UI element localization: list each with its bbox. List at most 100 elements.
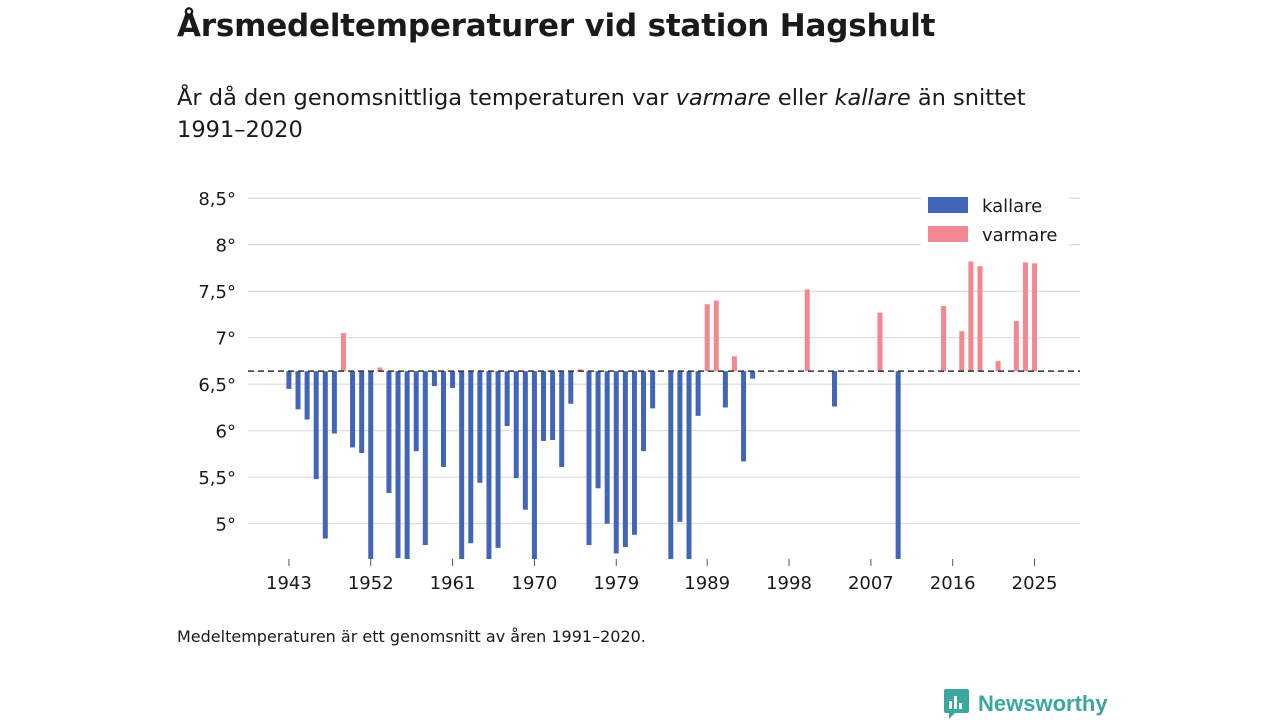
y-tick-label: 6° xyxy=(216,422,236,443)
subtitle-text-3: än snittet 1991–2020 xyxy=(177,85,1026,143)
bar-1981 xyxy=(631,371,637,535)
x-tick-label: 1961 xyxy=(430,573,476,594)
bar-1970 xyxy=(531,371,537,559)
bar-1947 xyxy=(322,371,328,539)
bar-1976 xyxy=(586,371,592,546)
bar-1960 xyxy=(440,371,446,467)
bar-2008 xyxy=(877,312,883,372)
y-axis-ticks: 5° 5,5° 6° 6,5° 7° 7,5° 8° 8,5° xyxy=(198,189,236,535)
y-tick-label: 7,5° xyxy=(198,282,236,303)
bar-1948 xyxy=(331,371,337,434)
bar-1966 xyxy=(495,371,501,548)
bar-1983 xyxy=(650,371,656,409)
bar-1971 xyxy=(541,371,547,441)
bar-1993 xyxy=(741,371,747,462)
footnote: Medeltemperaturen är ett genomsnitt av å… xyxy=(177,627,646,646)
bar-1974 xyxy=(568,371,574,404)
bar-2024 xyxy=(1022,262,1028,372)
brand-logo[interactable]: Newsworthy xyxy=(943,688,1108,720)
bar-1972 xyxy=(550,371,556,440)
bar-1977 xyxy=(595,371,601,489)
x-tick-label: 2025 xyxy=(1012,573,1058,594)
x-axis-ticks: 1943 1952 1961 1970 1979 1989 1998 2007 2016 2025 xyxy=(266,559,1057,594)
bar-1946 xyxy=(313,371,319,480)
bar-1990 xyxy=(713,300,719,372)
bar-1988 xyxy=(695,371,701,416)
y-tick-label: 8,5° xyxy=(198,189,236,210)
bar-1945 xyxy=(304,371,310,420)
subtitle-text-2: eller xyxy=(770,85,835,111)
bar-1951 xyxy=(359,371,365,454)
y-tick-label: 7° xyxy=(216,329,236,350)
bar-1980 xyxy=(622,371,628,547)
legend-swatch-colder xyxy=(928,197,968,213)
bar-1962 xyxy=(459,371,465,559)
x-tick-label: 2007 xyxy=(848,573,894,594)
legend-label-colder: kallare xyxy=(982,196,1042,217)
bar-1950 xyxy=(350,371,356,448)
bar-1973 xyxy=(559,371,565,467)
legend-swatch-warmer xyxy=(928,226,968,242)
x-tick-label: 1970 xyxy=(512,573,558,594)
bar-1949 xyxy=(340,333,346,372)
bar-1943 xyxy=(286,371,292,389)
chart-title: Årsmedeltemperaturer vid station Hagshul… xyxy=(177,8,936,44)
bar-1957 xyxy=(413,371,419,452)
bar-1992 xyxy=(731,356,737,372)
bar-1975 xyxy=(577,369,583,372)
y-tick-label: 6,5° xyxy=(198,375,236,396)
bar-1987 xyxy=(686,371,692,559)
bar-1991 xyxy=(722,371,728,408)
bar-1978 xyxy=(604,371,610,524)
temperature-bar-chart: 5° 5,5° 6° 6,5° 7° 7,5° 8° 8,5° 1943 1952 1961 197… xyxy=(198,189,1080,594)
y-tick-label: 5° xyxy=(216,515,236,536)
y-tick-label: 5,5° xyxy=(198,468,236,489)
x-tick-label: 1952 xyxy=(348,573,394,594)
bar-1965 xyxy=(486,371,492,559)
bar-1964 xyxy=(477,371,483,483)
x-tick-label: 1979 xyxy=(593,573,639,594)
bar-2015 xyxy=(941,306,947,372)
x-tick-label: 1989 xyxy=(684,573,730,594)
bar-1953 xyxy=(377,367,383,372)
bar-1994 xyxy=(750,371,756,379)
bar-1958 xyxy=(422,371,428,546)
bars xyxy=(286,261,1038,559)
legend: kallare varmare xyxy=(921,189,1069,247)
x-tick-label: 1998 xyxy=(766,573,812,594)
bar-1986 xyxy=(677,371,683,522)
newsworthy-logo-icon xyxy=(944,689,969,719)
bar-2019 xyxy=(977,266,983,372)
bar-2023 xyxy=(1013,320,1019,372)
bar-1956 xyxy=(404,371,410,559)
bar-1963 xyxy=(468,371,474,544)
bar-1967 xyxy=(504,371,510,427)
bar-1952 xyxy=(368,371,374,559)
bar-2010 xyxy=(895,371,901,559)
bar-1968 xyxy=(513,371,519,479)
bar-2018 xyxy=(968,261,974,372)
bar-2025 xyxy=(1032,263,1038,372)
bar-2017 xyxy=(959,331,965,372)
y-tick-label: 8° xyxy=(216,236,236,257)
bar-1969 xyxy=(522,371,528,510)
x-tick-label: 2016 xyxy=(930,573,976,594)
brand-name: Newsworthy xyxy=(978,691,1108,716)
bar-1961 xyxy=(450,371,456,388)
bar-2000 xyxy=(804,289,810,372)
chart-subtitle: År då den genomsnittliga temperaturen va… xyxy=(177,82,1057,146)
bar-1979 xyxy=(613,371,619,554)
subtitle-warmer: varmare xyxy=(675,85,771,111)
bar-2003 xyxy=(831,371,837,407)
x-tick-label: 1943 xyxy=(266,573,312,594)
bar-1959 xyxy=(431,371,437,387)
bar-1944 xyxy=(295,371,301,410)
subtitle-colder: kallare xyxy=(834,85,911,111)
legend-label-warmer: varmare xyxy=(982,225,1057,246)
bar-2021 xyxy=(995,360,1001,372)
subtitle-text-1: År då den genomsnittliga temperaturen va… xyxy=(177,85,676,111)
bar-1955 xyxy=(395,371,401,559)
bar-1982 xyxy=(641,371,647,452)
bar-1985 xyxy=(668,371,674,559)
bar-1989 xyxy=(704,304,710,372)
